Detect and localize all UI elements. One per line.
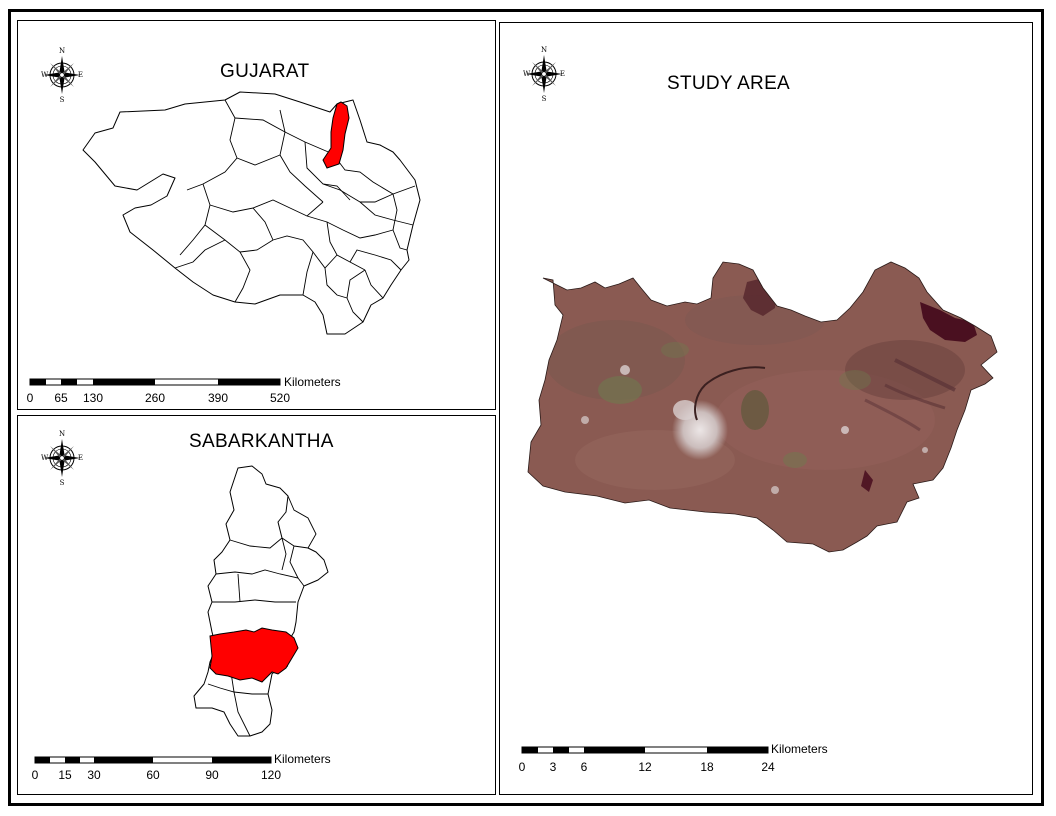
gujarat-district-map — [82, 91, 421, 335]
svg-text:E: E — [78, 71, 83, 79]
study-taluka-highlight — [209, 627, 299, 683]
scale-tick: 520 — [270, 391, 290, 405]
svg-text:S: S — [60, 479, 65, 485]
scale-tick: 15 — [58, 768, 72, 782]
svg-text:E: E — [560, 70, 565, 78]
sabarkantha-highlight — [322, 101, 350, 169]
map-layout-frame — [8, 9, 1044, 806]
svg-text:N: N — [541, 46, 547, 54]
scale-unit: Kilometers — [771, 742, 828, 756]
scale-tick: 0 — [32, 768, 39, 782]
scale-tick: 24 — [761, 760, 775, 774]
scale-tick: 0 — [27, 391, 34, 405]
scale-unit: Kilometers — [284, 375, 341, 389]
svg-text:E: E — [78, 454, 83, 462]
scale-tick: 6 — [581, 760, 588, 774]
scale-tick: 65 — [54, 391, 68, 405]
scale-tick: 130 — [83, 391, 103, 405]
study-area-scale-bar: 0 3 6 12 18 24 Kilometers — [519, 742, 852, 777]
scale-tick: 3 — [550, 760, 557, 774]
north-arrow-icon: N S W E — [523, 46, 565, 101]
scale-tick: 90 — [205, 768, 219, 782]
scale-tick: 0 — [519, 760, 526, 774]
scale-tick: 60 — [146, 768, 160, 782]
scale-tick: 390 — [208, 391, 228, 405]
svg-text:S: S — [60, 96, 65, 102]
sabarkantha-taluka-map — [193, 465, 329, 737]
scale-tick: 12 — [638, 760, 652, 774]
sabarkantha-map-title: SABARKANTHA — [189, 431, 334, 452]
scale-tick: 120 — [261, 768, 281, 782]
north-arrow-icon: N S W E — [41, 47, 83, 102]
svg-text:N: N — [59, 47, 65, 55]
scale-tick: 30 — [87, 768, 101, 782]
scale-unit: Kilometers — [274, 752, 331, 766]
gujarat-scale-bar: 0 65 130 260 390 520 Kilometers — [27, 375, 360, 409]
scale-tick: 18 — [700, 760, 714, 774]
gujarat-map-title: GUJARAT — [220, 61, 310, 82]
scale-tick: 260 — [145, 391, 165, 405]
north-arrow-icon: N S W E — [41, 430, 83, 485]
study-area-map-title: STUDY AREA — [667, 73, 791, 94]
sabarkantha-scale-bar: 0 15 30 60 90 120 Kilometers — [32, 752, 355, 787]
study-area-satellite-image — [527, 261, 998, 553]
svg-text:S: S — [542, 95, 547, 101]
svg-text:N: N — [59, 430, 65, 438]
